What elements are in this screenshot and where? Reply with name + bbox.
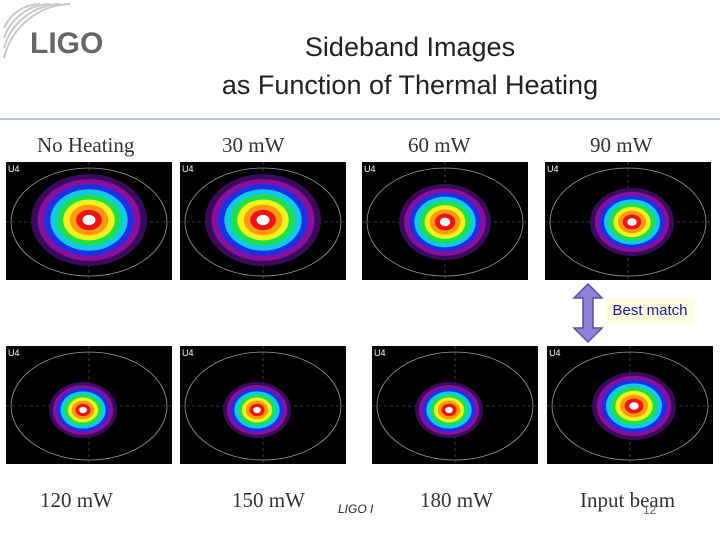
- beam-image-4: U4: [545, 162, 711, 280]
- beam-profile: U4: [180, 346, 346, 464]
- intensity-band: [82, 214, 96, 226]
- intensity-band: [253, 406, 261, 414]
- beam-image-7: U4: [372, 346, 538, 464]
- logo-text: LIGO: [30, 27, 103, 60]
- channel-tag: U4: [374, 348, 386, 358]
- beam-profile: U4: [6, 162, 172, 280]
- label-image-7: 180 mW: [420, 488, 493, 512]
- ligo-logo: LIGO: [3, 3, 103, 60]
- beam-image-3: U4: [362, 162, 528, 280]
- logo-arcs-icon: [3, 3, 71, 59]
- beam-profile: U4: [545, 162, 711, 280]
- channel-tag: U4: [8, 348, 20, 358]
- footer-mark: LIGO I: [338, 502, 374, 516]
- intensity-band: [627, 218, 637, 226]
- page-number: 12: [643, 503, 657, 517]
- channel-tag: U4: [8, 164, 20, 174]
- beam-image-8: U4: [547, 346, 713, 464]
- label-image-2: 30 mW: [222, 133, 285, 157]
- label-image-3: 60 mW: [408, 133, 471, 157]
- channel-tag: U4: [549, 348, 561, 358]
- title-divider: [0, 118, 720, 120]
- channel-tag: U4: [364, 164, 376, 174]
- slide-title-line-1: Sideband Images: [304, 32, 516, 62]
- intensity-band: [256, 214, 270, 226]
- beam-profile: U4: [362, 162, 528, 280]
- channel-tag: U4: [182, 164, 194, 174]
- label-image-4: 90 mW: [590, 133, 653, 157]
- intensity-band: [445, 406, 453, 414]
- beam-image-2: U4: [180, 162, 346, 280]
- label-image-8: Input beam: [580, 488, 676, 512]
- label-image-1: No Heating: [37, 133, 135, 157]
- beam-image-6: U4: [180, 346, 346, 464]
- intensity-band: [629, 402, 639, 410]
- label-image-6: 150 mW: [232, 488, 305, 512]
- channel-tag: U4: [182, 348, 194, 358]
- beam-profile: U4: [547, 346, 713, 464]
- intensity-band: [79, 406, 87, 414]
- beam-profile: U4: [372, 346, 538, 464]
- double-arrow-icon: [572, 282, 604, 344]
- beam-image-1: U4: [6, 162, 172, 280]
- beam-profile: U4: [180, 162, 346, 280]
- intensity-band: [439, 217, 451, 227]
- slide-title-line-2: as Function of Thermal Heating: [221, 70, 599, 100]
- channel-tag: U4: [547, 164, 559, 174]
- beam-profile: U4: [6, 346, 172, 464]
- best-match-badge: Best match: [605, 298, 695, 324]
- beam-image-5: U4: [6, 346, 172, 464]
- label-image-5: 120 mW: [40, 488, 113, 512]
